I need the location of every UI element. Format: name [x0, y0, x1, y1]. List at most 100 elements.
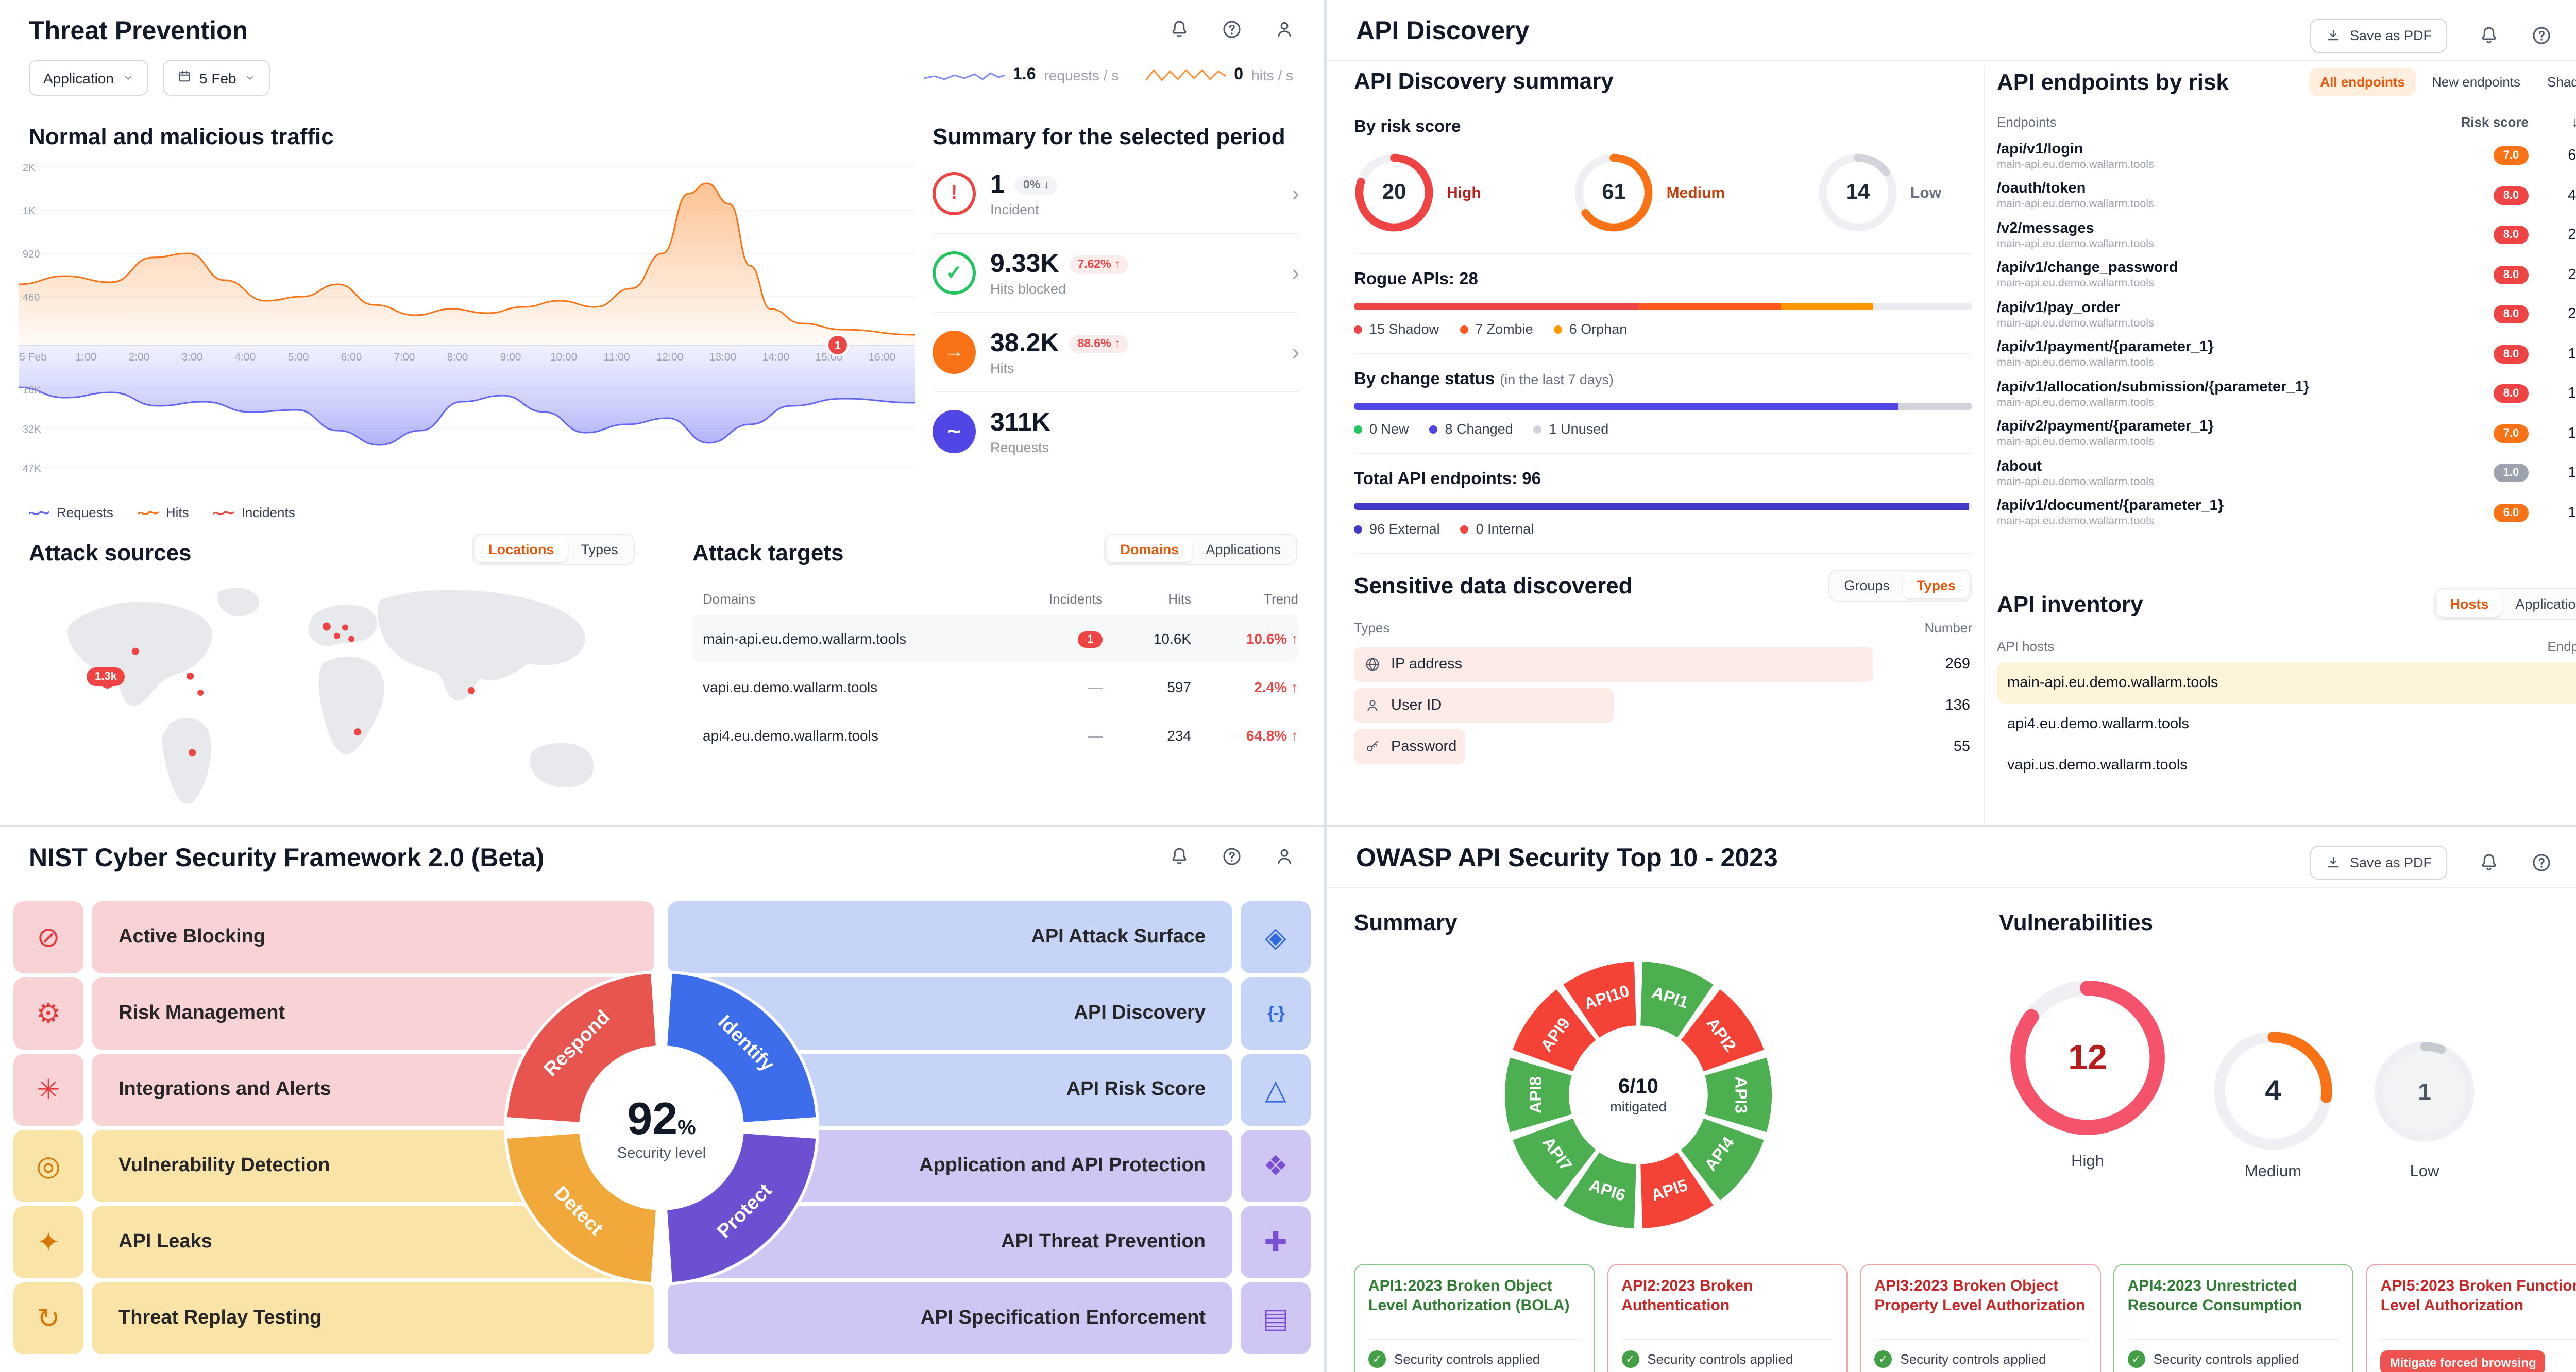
help-icon[interactable] [2531, 852, 2552, 873]
tab-all-endpoints[interactable]: All endpoints [2309, 68, 2417, 96]
user-icon[interactable] [1274, 19, 1295, 40]
attack-targets-tabs: Domains Applications [1104, 534, 1297, 565]
nist-item-threat-replay-testing[interactable]: Threat Replay Testing [92, 1282, 654, 1354]
summary-item-hits-blocked[interactable]: ✓ 9.33K 7.62% ↑ Hits blocked › [933, 234, 1299, 313]
legend-item[interactable]: 6 Orphan [1553, 321, 1627, 337]
owasp-card[interactable]: API2:2023 Broken Authentication ✓ Securi… [1607, 1264, 1848, 1372]
threat-replay-icon [13, 1282, 83, 1354]
table-row[interactable]: api4.eu.demo.wallarm.tools — 234 64.8% ↑ [703, 727, 1298, 743]
endpoint-row[interactable]: /api/v1/login main-api.eu.demo.wallarm.t… [1997, 136, 2576, 176]
risk-low[interactable]: 14 Low [1818, 152, 1941, 233]
user-icon[interactable] [1274, 846, 1295, 867]
sensitive-row-password[interactable]: Password 55 [1354, 726, 1972, 767]
tab-applications[interactable]: Applications [2515, 596, 2576, 612]
endpoint-row[interactable]: /api/v1/allocation/submission/{parameter… [1997, 374, 2576, 414]
owasp-card[interactable]: API1:2023 Broken Object Level Authorizat… [1354, 1264, 1595, 1372]
date-filter[interactable]: 5 Feb [162, 60, 270, 96]
svg-text:1K: 1K [23, 205, 36, 217]
inventory-row[interactable]: api4.eu.demo.wallarm.tools 2 [2007, 716, 2190, 732]
svg-text:4:00: 4:00 [235, 351, 256, 363]
owasp-donut-chart[interactable]: API1API2API3API4API5API6API7API8API9API1… [1498, 955, 1778, 1235]
endpoint-host: main-api.eu.demo.wallarm.tools [1997, 436, 2154, 449]
protection-icon [1241, 1130, 1311, 1202]
risk-medium[interactable]: 61 Medium [1574, 152, 1725, 233]
owasp-card[interactable]: API4:2023 Unrestricted Resource Consumpt… [2113, 1264, 2354, 1372]
bar-segment [1898, 403, 1972, 410]
legend-item[interactable]: 0 Internal [1460, 521, 1534, 537]
tab-types[interactable]: Types [1903, 573, 1969, 598]
bell-icon[interactable] [2478, 852, 2500, 873]
summary-item-incident[interactable]: ! 1 0% ↓ Incident › [933, 155, 1299, 234]
owasp-card[interactable]: API3:2023 Broken Object Property Level A… [1860, 1264, 2101, 1372]
sensitive-row-ip[interactable]: IP address 269 [1354, 644, 1972, 685]
legend-item[interactable]: 15 Shadow [1354, 321, 1439, 337]
tab-shadow[interactable]: Shadow [2547, 74, 2576, 90]
legend-item[interactable]: 96 External [1354, 521, 1440, 537]
nist-item-api-spec-enforcement[interactable]: API Specification Enforcement [668, 1282, 1232, 1354]
svg-text:1:00: 1:00 [76, 351, 97, 363]
map-count-badge[interactable]: 1.3k [87, 667, 125, 686]
table-row[interactable]: vapi.eu.demo.wallarm.tools — 597 2.4% ↑ [703, 678, 1298, 695]
tab-new-endpoints[interactable]: New endpoints [2432, 74, 2521, 90]
endpoint-row[interactable]: /about main-api.eu.demo.wallarm.tools 1.… [1997, 453, 2576, 493]
risk-high[interactable]: 20 High [1354, 152, 1481, 233]
save-as-pdf-button[interactable]: Save as PDF [2310, 846, 2447, 880]
tab-hosts[interactable]: Hosts [2436, 591, 2502, 617]
card-status: ✓ Security controls applied [1621, 1339, 1834, 1368]
legend-item[interactable]: 7 Zombie [1460, 321, 1533, 337]
page-title: API Discovery [1356, 16, 1530, 45]
nist-item-active-blocking[interactable]: Active Blocking [92, 901, 654, 973]
endpoint-row[interactable]: /api/v2/payment/{parameter_1} main-api.e… [1997, 414, 2576, 453]
bell-icon[interactable] [1168, 19, 1190, 40]
legend-item[interactable]: Incidents [213, 505, 295, 520]
owasp-cards: API1:2023 Broken Object Level Authorizat… [1354, 1264, 2576, 1372]
help-icon[interactable] [2531, 25, 2552, 46]
summary-item-hits[interactable]: → 38.2K 88.6% ↑ Hits › [933, 313, 1299, 392]
bell-icon[interactable] [2478, 25, 2500, 46]
endpoint-row[interactable]: /api/v1/document/{parameter_1} main-api.… [1997, 493, 2576, 533]
incident-marker[interactable]: 1 [826, 334, 849, 356]
svg-text:1: 1 [835, 339, 841, 352]
inventory-row[interactable]: main-api.eu.demo.wallarm.tools 93 [1997, 662, 2576, 704]
tab-applications[interactable]: Applications [1206, 542, 1281, 557]
vuln-low-donut[interactable]: 1 [2372, 1039, 2477, 1144]
nist-item-api-attack-surface[interactable]: API Attack Surface [668, 901, 1232, 973]
endpoint-row[interactable]: /api/v1/change_password main-api.eu.demo… [1997, 255, 2576, 295]
rogue-apis-bar [1354, 303, 1972, 310]
endpoint-row[interactable]: /api/v1/payment/{parameter_1} main-api.e… [1997, 334, 2576, 374]
summary-item-requests[interactable]: ~ 311K Requests [933, 392, 1299, 471]
sort-hits-header[interactable]: ↓ Hits [2529, 114, 2576, 130]
traffic-chart[interactable]: 5 Feb 1:00 2:00 3:00 4:00 5:00 6:00 7:00 8:00 9:0… [19, 155, 915, 494]
tab-locations[interactable]: Locations [475, 537, 568, 562]
help-icon[interactable] [1221, 19, 1243, 40]
table-row[interactable]: main-api.eu.demo.wallarm.tools 1 10.6K 1… [692, 614, 1298, 662]
world-map[interactable] [16, 577, 657, 820]
legend-item[interactable]: 0 New [1354, 421, 1409, 437]
legend-item[interactable]: Requests [29, 505, 113, 520]
tab-domains[interactable]: Domains [1107, 537, 1193, 562]
legend-item[interactable]: Hits [138, 505, 189, 520]
tab-groups[interactable]: Groups [1844, 578, 1890, 593]
help-icon[interactable] [1221, 846, 1243, 867]
endpoint-host: main-api.eu.demo.wallarm.tools [1997, 356, 2154, 369]
endpoint-row[interactable]: /v2/messages main-api.eu.demo.wallarm.to… [1997, 215, 2576, 255]
sensitive-row-userid[interactable]: User ID 136 [1354, 685, 1972, 726]
application-filter[interactable]: Application [29, 60, 148, 96]
risk-medium-donut: 61 [1574, 152, 1654, 233]
endpoints-table-body: /api/v1/login main-api.eu.demo.wallarm.t… [1997, 136, 2576, 533]
vuln-medium-donut[interactable]: 4 [2211, 1029, 2335, 1153]
svg-text:10:00: 10:00 [550, 351, 578, 363]
inventory-row[interactable]: vapi.us.demo.wallarm.tools 1 [2007, 757, 2188, 774]
endpoint-host: main-api.eu.demo.wallarm.tools [1997, 237, 2154, 250]
legend-item[interactable]: 1 Unused [1533, 421, 1608, 437]
endpoint-row[interactable]: /oauth/token main-api.eu.demo.wallarm.to… [1997, 176, 2576, 215]
endpoint-row[interactable]: /api/v1/pay_order main-api.eu.demo.walla… [1997, 295, 2576, 334]
attack-targets-table: Domains Incidents Hits Trend main-api.eu… [692, 583, 1298, 759]
bell-icon[interactable] [1168, 846, 1190, 867]
owasp-card[interactable]: API5:2023 Broken Function Level Authoriz… [2366, 1264, 2576, 1372]
save-as-pdf-button[interactable]: Save as PDF [2310, 19, 2447, 53]
tab-types[interactable]: Types [581, 542, 618, 557]
legend-item[interactable]: 8 Changed [1429, 421, 1513, 437]
vuln-high-donut[interactable]: 12 [2007, 977, 2168, 1138]
